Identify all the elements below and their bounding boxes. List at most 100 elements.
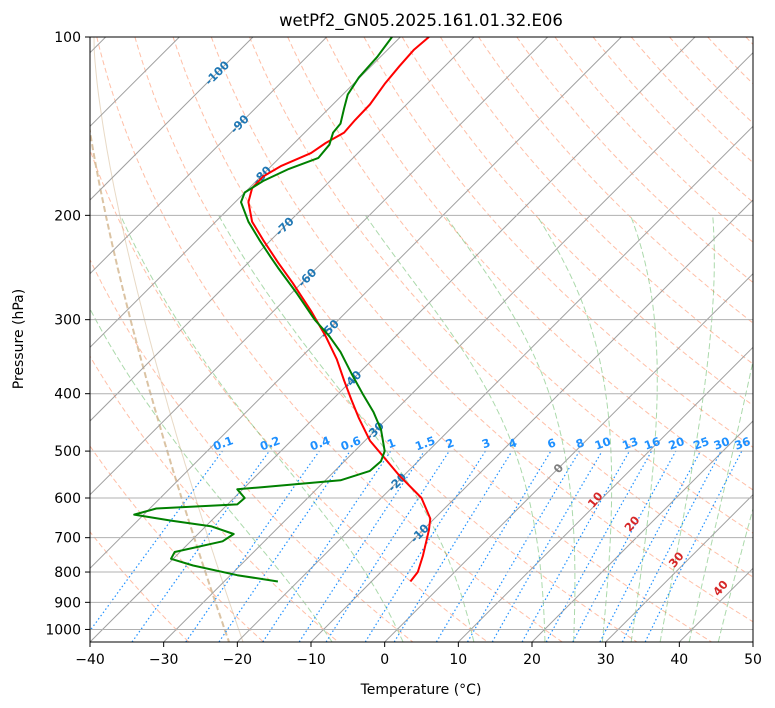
mixing-ratio-label: 4	[506, 435, 518, 451]
dry-adiabat-line	[134, 37, 638, 642]
moist-adiabat-line	[688, 358, 753, 642]
mixing-ratio-label: 3	[480, 435, 492, 451]
boundary-curve	[93, 37, 244, 642]
x-tick-label: −20	[223, 652, 253, 668]
moist-adiabat-line	[120, 215, 404, 642]
mixing-ratio-label: 0.6	[339, 433, 363, 453]
mixing-ratio-line	[185, 450, 320, 642]
dry-adiabat-line	[90, 531, 190, 642]
isotherm-line	[678, 567, 753, 642]
isotherm-line	[90, 37, 549, 496]
mixing-ratio-line	[545, 450, 653, 642]
mixing-ratio-line	[521, 450, 631, 642]
x-tick-label: −40	[75, 652, 105, 668]
mixing-ratio-label: 25	[691, 434, 711, 453]
moist-adiabat-label: 10	[585, 489, 606, 510]
dry-adiabat-line	[172, 37, 712, 642]
dry-adiabat-line	[287, 37, 753, 534]
y-axis-title: Pressure (hPa)	[11, 289, 27, 389]
y-tick-label: 800	[54, 565, 81, 581]
y-tick-label: 500	[54, 444, 81, 460]
dry-adiabat-line	[745, 37, 753, 46]
dry-adiabat-line	[592, 37, 753, 203]
y-tick-label: 100	[54, 30, 81, 46]
mixing-ratio-line	[572, 450, 677, 642]
moist-adiabat-label: 40	[710, 577, 731, 598]
dry-adiabat-line	[90, 355, 339, 642]
dry-adiabat-line	[96, 37, 563, 642]
dry-adiabat-line	[90, 445, 264, 642]
isotherm-line	[752, 641, 753, 642]
background-lines	[90, 37, 753, 642]
boundary-curve	[90, 125, 230, 642]
mixing-ratio-line	[393, 450, 513, 642]
moist-adiabat-line	[630, 215, 658, 642]
mixing-ratio-label: 1.5	[413, 433, 437, 453]
dry-adiabat-line	[325, 37, 753, 491]
x-tick-label: 20	[523, 652, 541, 668]
mixing-ratio-label: 10	[593, 434, 613, 453]
mixing-ratio-line	[621, 450, 722, 642]
isotherm-line	[90, 37, 328, 275]
mixing-ratio-label: 16	[642, 434, 662, 453]
dry-adiabat-line	[249, 37, 753, 578]
isotherm-line	[457, 346, 753, 642]
mixing-ratio-label: 30	[712, 434, 732, 453]
dry-adiabat-line	[439, 37, 753, 365]
mixing-ratio-line	[218, 450, 351, 642]
mixing-ratio-label: 0.4	[308, 433, 332, 453]
isotherm-line	[236, 125, 753, 642]
dewpoint-profile-line	[133, 37, 393, 583]
x-tick-label: −30	[149, 652, 179, 668]
y-tick-label: 200	[54, 208, 81, 224]
mixing-ratio-label: 6	[545, 435, 557, 451]
plot-frame	[89, 36, 754, 643]
mixing-ratio-line	[435, 450, 552, 642]
y-tick-label: 1000	[45, 622, 81, 638]
dry-adiabat-line	[669, 37, 753, 124]
x-tick-label: 0	[380, 652, 389, 668]
mixing-ratio-line	[325, 450, 450, 642]
dry-adiabat-line	[90, 148, 488, 642]
x-tick-label: 10	[449, 652, 467, 668]
moist-adiabat-line	[444, 215, 576, 642]
dry-adiabat-line	[401, 37, 753, 406]
x-axis-title: Temperature (°C)	[360, 682, 482, 698]
isotherm-line	[90, 37, 254, 201]
mixing-ratio-label: 8	[574, 435, 586, 451]
dry-adiabat-line	[210, 37, 753, 623]
y-tick-label: 400	[54, 387, 81, 403]
mixing-ratio-label: 1	[385, 435, 397, 451]
isotherm-line	[90, 37, 696, 642]
dry-adiabat-line	[363, 37, 753, 448]
mixing-ratio-label: 13	[620, 434, 640, 453]
mixing-ratio-label: 0.1	[211, 433, 235, 453]
mixing-ratio-label: 0.2	[258, 433, 282, 453]
isotherm-line	[163, 51, 753, 642]
isotherm-line	[605, 493, 753, 642]
moist-adiabat-line	[717, 506, 753, 642]
isotherm-line	[310, 199, 753, 642]
isotherm-line	[384, 272, 753, 642]
x-tick-label: 30	[597, 652, 615, 668]
y-tick-label: 600	[54, 491, 81, 507]
profile-traces	[133, 37, 432, 583]
moist-adiabat-line	[218, 215, 475, 642]
x-tick-label: 50	[744, 652, 762, 668]
axis-ticks: −40 −30 −20 −10 0 10 20 30 40 5010020030040050060…	[45, 30, 762, 668]
moist-adiabat-label: 20	[622, 513, 643, 534]
mixing-ratio-line	[644, 450, 743, 642]
y-tick-label: 300	[54, 313, 81, 329]
dry-adiabat-line	[90, 258, 414, 642]
moist-adiabat-label: 30	[666, 549, 687, 570]
dry-adiabat-line	[478, 37, 753, 324]
isotherm-line	[90, 37, 475, 422]
temperature-profile-line	[247, 37, 432, 583]
moist-adiabat-line	[90, 308, 333, 642]
mixing-ratio-line	[599, 450, 702, 642]
mixing-ratio-line	[298, 450, 425, 642]
y-tick-label: 900	[54, 595, 81, 611]
dry-adiabat-line	[516, 37, 753, 284]
